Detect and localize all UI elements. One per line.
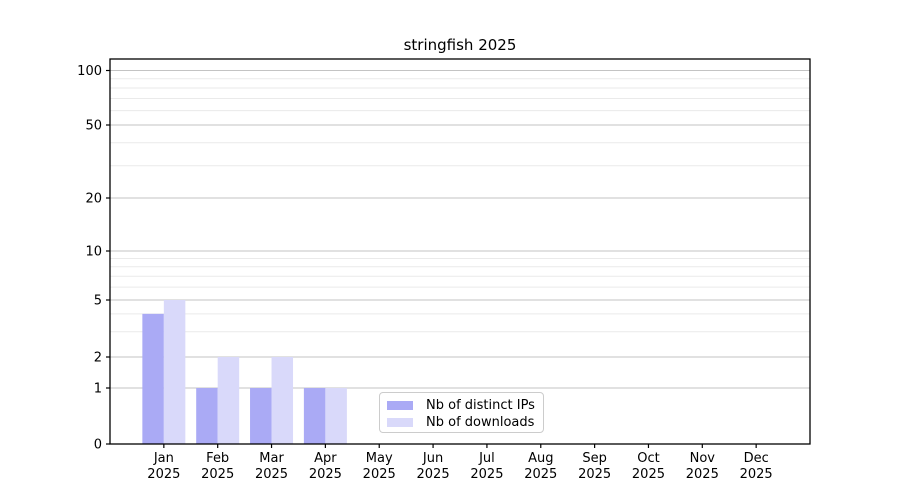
y-tick-label: 2 [94, 351, 102, 366]
downloads-swatch-icon [387, 418, 413, 427]
x-tick-label-month: Jan [153, 451, 174, 466]
chart-legend: Nb of distinct IPs Nb of downloads [379, 392, 544, 433]
x-tick-label-year: 2025 [686, 467, 719, 482]
x-tick-label-year: 2025 [255, 467, 288, 482]
legend-label-downloads: Nb of downloads [426, 415, 535, 430]
x-tick-label-month: Feb [206, 451, 229, 466]
y-tick-label: 1 [94, 382, 102, 397]
distinct-ips-swatch-icon [387, 401, 413, 410]
bar-feb-distinct-ips [196, 388, 218, 444]
bar-mar-downloads [271, 357, 294, 444]
bar-jan-downloads [163, 300, 186, 444]
bar-apr-distinct-ips [303, 388, 326, 444]
plot-border [109, 58, 811, 445]
x-tick-label-year: 2025 [417, 467, 450, 482]
x-tick-label-year: 2025 [524, 467, 557, 482]
y-tick-label: 20 [85, 192, 102, 207]
x-tick-label-year: 2025 [578, 467, 611, 482]
x-tick-label-year: 2025 [309, 467, 342, 482]
x-tick-label-year: 2025 [201, 467, 234, 482]
bar-feb-downloads [217, 357, 240, 444]
x-tick-label-month: Nov [690, 451, 716, 466]
chart-title: stringfish 2025 [403, 36, 517, 54]
x-tick-label-year: 2025 [363, 467, 396, 482]
x-tick-label-month: Apr [314, 451, 337, 466]
y-tick-label: 10 [85, 245, 102, 260]
legend-item-downloads: Nb of downloads [387, 415, 543, 430]
x-tick-label-month: Sep [582, 451, 607, 466]
x-tick-label-year: 2025 [470, 467, 503, 482]
x-tick-label-month: Oct [637, 451, 659, 466]
x-tick-label-year: 2025 [632, 467, 665, 482]
x-tick-label-month: Dec [744, 451, 769, 466]
x-tick-label-month: May [366, 451, 393, 466]
legend-item-distinct-ips: Nb of distinct IPs [387, 398, 543, 413]
x-tick-label-month: Aug [528, 451, 553, 466]
x-tick-label-month: Jul [478, 451, 495, 466]
x-tick-label-year: 2025 [740, 467, 773, 482]
y-tick-label: 50 [85, 119, 102, 134]
y-tick-label: 0 [94, 438, 102, 453]
legend-label-distinct-ips: Nb of distinct IPs [426, 398, 535, 413]
bar-mar-distinct-ips [250, 388, 272, 444]
y-tick-label: 5 [94, 294, 102, 309]
x-tick-label-month: Mar [259, 451, 284, 466]
bar-apr-downloads [325, 388, 347, 444]
bar-jan-distinct-ips [142, 313, 164, 444]
x-tick-label-year: 2025 [147, 467, 180, 482]
x-tick-label-month: Jun [422, 451, 443, 466]
y-tick-label: 100 [77, 64, 102, 79]
